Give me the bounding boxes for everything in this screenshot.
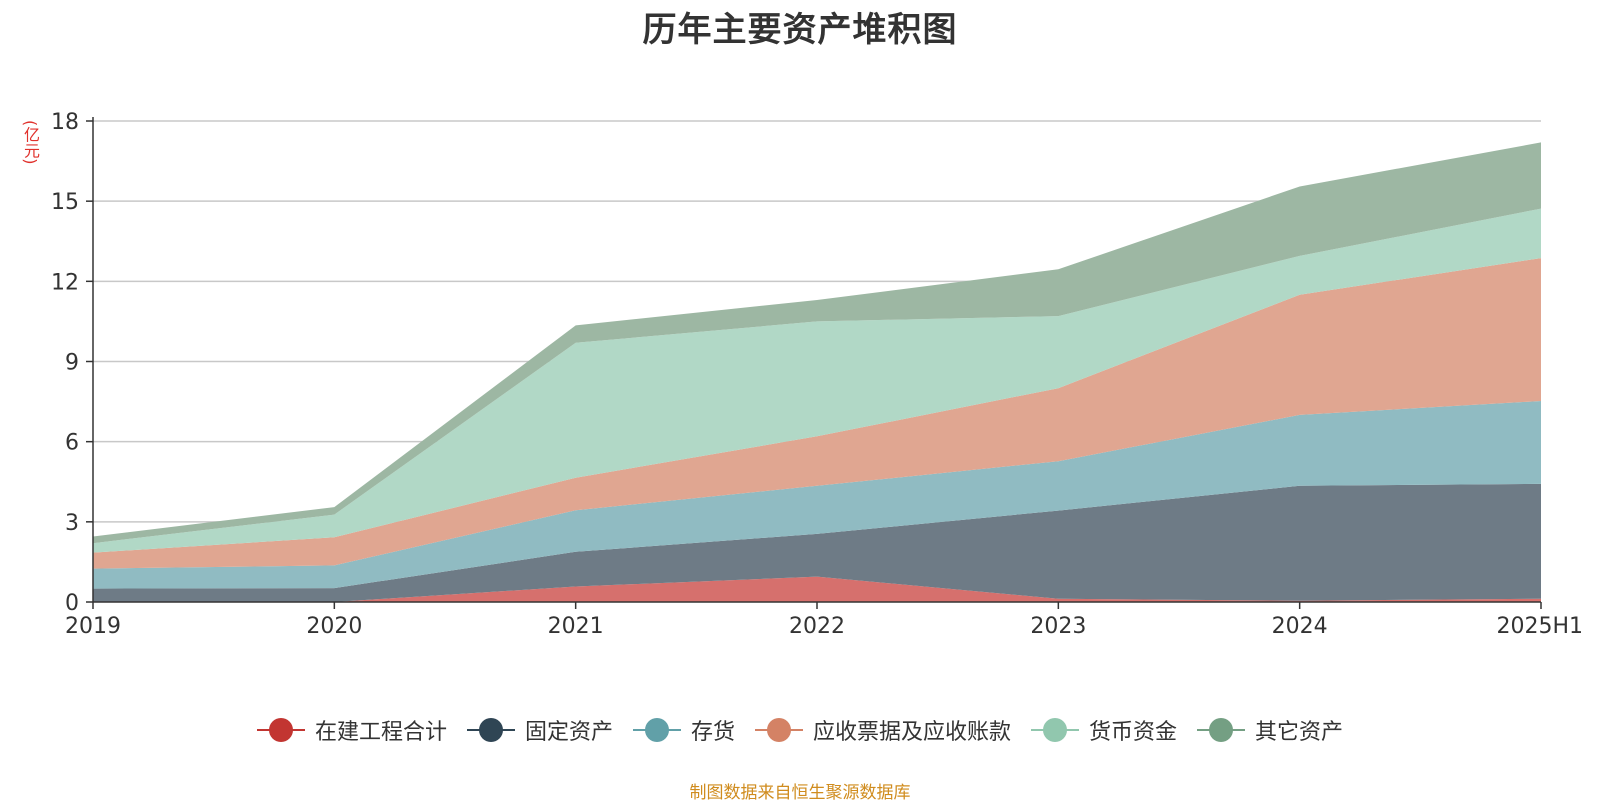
legend-marker-icon [632, 718, 681, 742]
area-series-1 [93, 483, 1541, 602]
x-tick-label: 2022 [789, 614, 845, 639]
area-series-5 [93, 142, 1541, 544]
legend-marker-icon [466, 718, 515, 742]
x-tick-label: 2024 [1272, 614, 1328, 639]
legend-label: 存货 [690, 720, 735, 745]
y-tick-label: 3 [65, 511, 79, 536]
legend-marker-icon [1031, 718, 1080, 742]
legend-item[interactable]: 在建工程合计 [256, 714, 447, 746]
legend-item[interactable]: 应收票据及应收账款 [755, 714, 1011, 746]
chart-title: 历年主要资产堆积图 [642, 10, 958, 50]
legend-label: 固定资产 [524, 720, 613, 745]
axes: 0 3 6 9 12 15 18 2019 2020 2021 2022 2023 2024 2025H1 [51, 110, 1583, 639]
legend-marker-icon [1197, 718, 1246, 742]
legend-item[interactable]: 货币资金 [1031, 714, 1177, 746]
legend-item[interactable]: 其它资产 [1197, 714, 1343, 746]
y-tick-label: 18 [51, 110, 79, 135]
x-tick-label: 2025H1 [1496, 614, 1583, 639]
y-tick-label: 12 [51, 270, 79, 295]
x-tick-label: 2021 [548, 614, 604, 639]
x-tick-label: 2020 [306, 614, 362, 639]
legend-marker-icon [256, 718, 305, 742]
x-tick-label: 2023 [1030, 614, 1086, 639]
legend-label: 应收票据及应收账款 [813, 720, 1012, 745]
area-series-2 [93, 401, 1541, 589]
legend-label: 在建工程合计 [314, 720, 447, 745]
source-note: 制图数据来自恒生聚源数据库 [689, 783, 911, 803]
legend-label: 其它资产 [1255, 720, 1344, 745]
series-areas [93, 142, 1541, 602]
legend-item[interactable]: 固定资产 [466, 714, 613, 746]
x-tick-label: 2019 [65, 614, 121, 639]
legend-item[interactable]: 存货 [632, 714, 735, 746]
area-series-0 [93, 576, 1541, 602]
legend-label: 货币资金 [1089, 720, 1178, 745]
area-series-3 [93, 258, 1541, 569]
y-tick-label: 0 [65, 591, 79, 616]
area-series-4 [93, 208, 1541, 553]
y-axis-unit-label: (亿元) [21, 120, 40, 165]
y-tick-label: 6 [65, 431, 79, 456]
legend-marker-icon [755, 718, 803, 742]
y-tick-label: 15 [51, 190, 79, 215]
y-tick-label: 9 [65, 351, 79, 376]
legend: 在建工程合计 固定资产 存货 应收票据及应收账款 货币资金 其它资产 [0, 714, 1600, 746]
